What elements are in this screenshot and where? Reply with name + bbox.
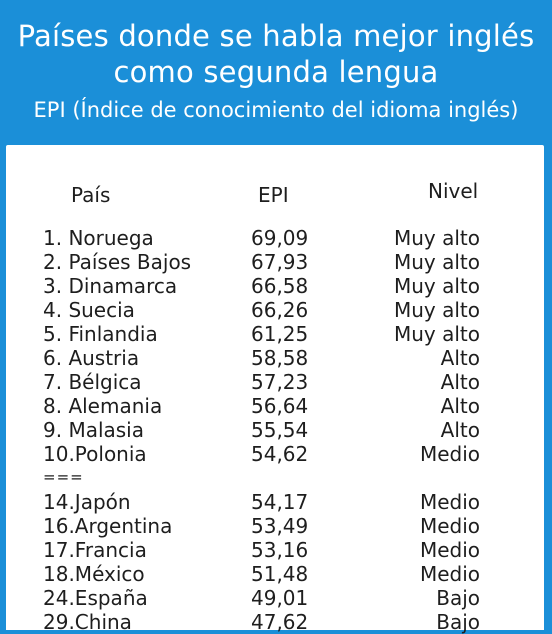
country-cell: 16.Argentina: [43, 514, 173, 538]
country-cell: 17.Francia: [43, 538, 147, 562]
header-banner: Países donde se habla mejor inglés como …: [0, 0, 552, 142]
country-cell: 3. Dinamarca: [43, 274, 178, 298]
epi-cell: 56,64: [251, 394, 309, 418]
epi-cell: 61,25: [251, 322, 309, 346]
level-cell: Medio: [419, 562, 480, 586]
level-cell: Alto: [440, 370, 480, 394]
level-cell: Medio: [419, 442, 480, 466]
table-row: 7. Bélgica 57,23 Alto: [0, 370, 552, 394]
epi-cell: 54,17: [251, 490, 309, 514]
column-header-epi: EPI: [258, 183, 289, 207]
page-title: Países donde se habla mejor inglés como …: [17, 19, 535, 89]
epi-cell: 55,54: [251, 418, 309, 442]
level-cell: Muy alto: [393, 298, 480, 322]
level-cell: Muy alto: [393, 274, 480, 298]
country-cell: 4. Suecia: [43, 298, 135, 322]
epi-cell: 53,16: [251, 538, 309, 562]
level-cell: Muy alto: [393, 322, 480, 346]
country-cell: 2. Países Bajos: [43, 250, 192, 274]
table-row: 8. Alemania 56,64 Alto: [0, 394, 552, 418]
table-card: [6, 145, 544, 630]
table-row: 18.México 51,48 Medio: [0, 562, 552, 586]
epi-cell: 57,23: [251, 370, 309, 394]
level-cell: Medio: [419, 514, 480, 538]
table-row: 6. Austria 58,58 Alto: [0, 346, 552, 370]
separator-row: ===: [0, 466, 552, 490]
table-row: 2. Países Bajos 67,93 Muy alto: [0, 250, 552, 274]
level-cell: Alto: [440, 418, 480, 442]
epi-cell: 66,58: [251, 274, 309, 298]
table-row: 1. Noruega 69,09 Muy alto: [0, 226, 552, 250]
level-cell: Bajo: [436, 586, 480, 610]
epi-cell: 47,62: [251, 610, 309, 634]
epi-cell: 69,09: [251, 226, 309, 250]
epi-cell: 54,62: [251, 442, 309, 466]
level-cell: Alto: [440, 346, 480, 370]
table-row: 5. Finlandia 61,25 Muy alto: [0, 322, 552, 346]
table-row: 14.Japón 54,17 Medio: [0, 490, 552, 514]
table-row: 10.Polonia 54,62 Medio: [0, 442, 552, 466]
table-row: 17.Francia 53,16 Medio: [0, 538, 552, 562]
column-header-country: País: [71, 183, 111, 207]
epi-cell: 53,49: [251, 514, 309, 538]
ranking-table: 1. Noruega 69,09 Muy alto 2. Países Bajo…: [0, 226, 552, 634]
table-row: 29.China 47,62 Bajo: [0, 610, 552, 634]
country-cell: 8. Alemania: [43, 394, 163, 418]
level-cell: Medio: [419, 538, 480, 562]
country-cell: 24.España: [43, 586, 148, 610]
epi-cell: 51,48: [251, 562, 309, 586]
country-cell: 29.China: [43, 610, 132, 634]
page-subtitle: EPI (Índice de conocimiento del idioma i…: [33, 98, 519, 122]
country-cell: 1. Noruega: [43, 226, 154, 250]
level-cell: Muy alto: [393, 226, 480, 250]
table-row: 3. Dinamarca 66,58 Muy alto: [0, 274, 552, 298]
epi-cell: 66,26: [251, 298, 309, 322]
level-cell: Bajo: [436, 610, 480, 634]
level-cell: Muy alto: [393, 250, 480, 274]
separator-text: ===: [43, 468, 84, 486]
table-row: 9. Malasia 55,54 Alto: [0, 418, 552, 442]
country-cell: 14.Japón: [43, 490, 131, 514]
column-header-level: Nivel: [428, 179, 479, 203]
epi-cell: 58,58: [251, 346, 309, 370]
country-cell: 18.México: [43, 562, 145, 586]
table-row: 24.España 49,01 Bajo: [0, 586, 552, 610]
country-cell: 10.Polonia: [43, 442, 147, 466]
epi-cell: 49,01: [251, 586, 309, 610]
table-row: 4. Suecia 66,26 Muy alto: [0, 298, 552, 322]
country-cell: 7. Bélgica: [43, 370, 142, 394]
country-cell: 6. Austria: [43, 346, 140, 370]
country-cell: 5. Finlandia: [43, 322, 158, 346]
table-row: 16.Argentina 53,49 Medio: [0, 514, 552, 538]
level-cell: Alto: [440, 394, 480, 418]
epi-cell: 67,93: [251, 250, 309, 274]
level-cell: Medio: [419, 490, 480, 514]
country-cell: 9. Malasia: [43, 418, 144, 442]
